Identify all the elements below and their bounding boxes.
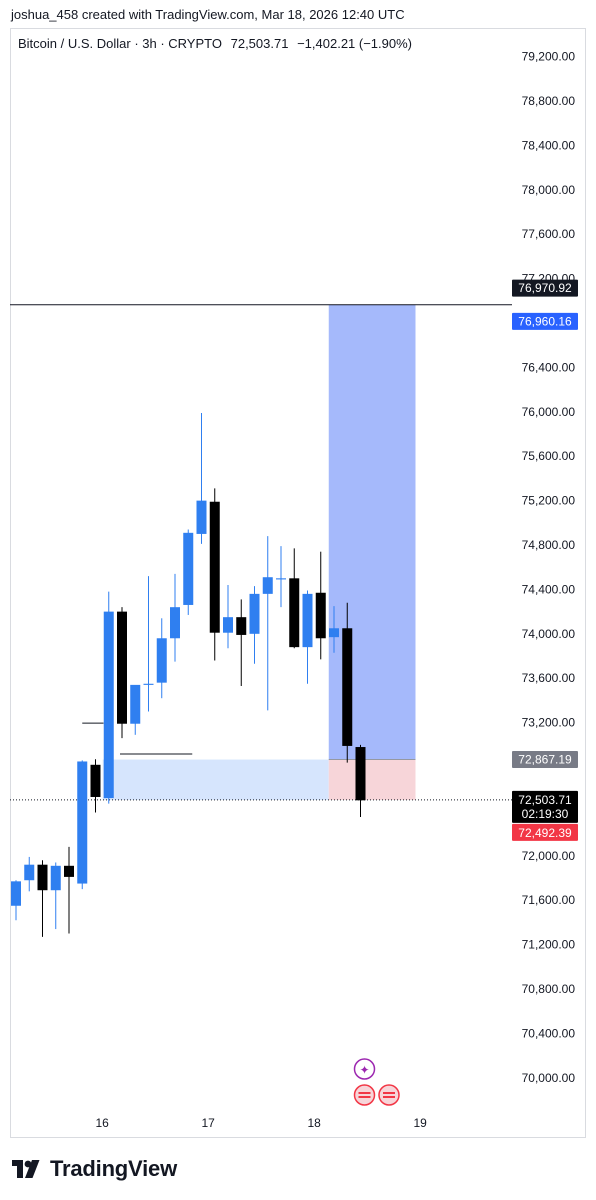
candle-body[interactable] <box>262 577 273 594</box>
candle-body[interactable] <box>103 611 114 799</box>
flag-stripe-icon <box>383 1092 395 1094</box>
hline-price-label: 76,960.16 <box>518 314 572 328</box>
entry-price-label: 72,867.19 <box>518 753 572 767</box>
candle-body[interactable] <box>11 881 21 906</box>
y-axis-tick-label: 73,200.00 <box>522 716 576 730</box>
y-axis-tick-label: 71,200.00 <box>522 938 576 952</box>
y-axis-tick-label: 70,000.00 <box>522 1071 576 1085</box>
y-axis-tick-label: 74,800.00 <box>522 538 576 552</box>
tradingview-logo-icon <box>12 1160 40 1178</box>
entry-price-label-bg <box>512 751 578 769</box>
candle-body[interactable] <box>90 764 101 797</box>
candle-body[interactable] <box>143 683 154 685</box>
y-axis-tick-label: 76,400.00 <box>522 360 576 374</box>
tradingview-logo-text: TradingView <box>50 1156 177 1181</box>
candle-body[interactable] <box>37 864 48 891</box>
position-stop-zone[interactable] <box>328 759 416 800</box>
candle-body[interactable] <box>156 638 167 683</box>
hline-ref-label-bg <box>512 279 578 297</box>
y-axis-tick-label: 78,800.00 <box>522 94 576 108</box>
y-axis-tick-label: 74,000.00 <box>522 627 576 641</box>
y-axis-tick-label: 73,600.00 <box>522 671 576 685</box>
candle-body[interactable] <box>289 578 300 648</box>
creator-line: joshua_458 created with TradingView.com,… <box>11 7 405 22</box>
symbol-name: Bitcoin / U.S. Dollar · 3h · CRYPTO <box>18 36 222 51</box>
candle-body[interactable] <box>64 865 74 877</box>
y-axis-tick-label: 78,400.00 <box>522 138 576 152</box>
ai-event-glyph: ✦ <box>359 1063 369 1077</box>
y-axis-tick-label: 75,200.00 <box>522 494 576 508</box>
candle-body[interactable] <box>209 501 220 633</box>
y-axis-tick-label: 72,000.00 <box>522 849 576 863</box>
candle-body[interactable] <box>183 532 194 605</box>
y-axis-tick-label: 74,400.00 <box>522 582 576 596</box>
candle-body[interactable] <box>77 761 88 884</box>
candle-body[interactable] <box>249 593 260 634</box>
flag-stripe-icon <box>358 1092 371 1094</box>
bid-label-bg <box>512 823 578 841</box>
position-target-zone[interactable] <box>328 304 416 760</box>
y-axis-tick-label: 70,800.00 <box>522 982 576 996</box>
candle-body[interactable] <box>170 607 180 639</box>
y-axis-tick-label: 70,400.00 <box>522 1026 576 1040</box>
y-axis-tick-label: 76,000.00 <box>522 405 576 419</box>
x-axis-tick-label: 17 <box>201 1116 215 1130</box>
us-flag-event-icon[interactable] <box>378 1084 400 1106</box>
y-axis-tick-label: 75,600.00 <box>522 449 576 463</box>
hline-ref-label: 76,970.92 <box>518 281 572 295</box>
flag-stripe-icon <box>358 1096 371 1098</box>
us-flag-event-icon[interactable] <box>353 1084 376 1106</box>
candle-body[interactable] <box>342 628 353 746</box>
hline-price-label-bg <box>512 312 578 330</box>
candle-body[interactable] <box>276 578 286 580</box>
candle-body[interactable] <box>130 684 141 724</box>
x-axis-tick-label: 18 <box>307 1116 321 1130</box>
countdown-label: 02:19:30 <box>522 807 569 821</box>
symbol-price: 72,503.71 <box>230 36 289 51</box>
entry-zone <box>102 759 329 800</box>
candle-body[interactable] <box>236 617 247 635</box>
candle-body[interactable] <box>223 617 233 633</box>
candle-body[interactable] <box>117 611 127 724</box>
candle-body[interactable] <box>355 747 366 801</box>
last-price-label-bg <box>512 790 578 823</box>
y-axis-tick-label: 71,600.00 <box>522 893 576 907</box>
x-axis-tick-label: 19 <box>413 1116 427 1130</box>
y-axis-tick-label: 77,600.00 <box>522 227 576 241</box>
candle-body[interactable] <box>24 864 35 881</box>
y-axis-tick-label: 79,200.00 <box>522 50 576 64</box>
bid-price-label: 72,492.39 <box>518 826 572 840</box>
candle-body[interactable] <box>302 593 313 648</box>
candle-body[interactable] <box>315 592 326 639</box>
x-axis-tick-label: 16 <box>95 1116 109 1130</box>
symbol-info: Bitcoin / U.S. Dollar · 3h · CRYPTO 72,5… <box>18 36 412 51</box>
symbol-change: −1,402.21 (−1.90%) <box>297 36 412 51</box>
y-axis-tick-label: 78,000.00 <box>522 183 576 197</box>
tradingview-logo[interactable]: TradingView <box>12 1156 177 1182</box>
candle-body[interactable] <box>196 500 207 534</box>
candle-body[interactable] <box>50 865 61 891</box>
flag-stripe-icon <box>383 1096 395 1098</box>
last-price-label: 72,503.71 <box>518 793 572 807</box>
ai-event-icon[interactable] <box>353 1058 376 1080</box>
candle-body[interactable] <box>329 628 339 638</box>
